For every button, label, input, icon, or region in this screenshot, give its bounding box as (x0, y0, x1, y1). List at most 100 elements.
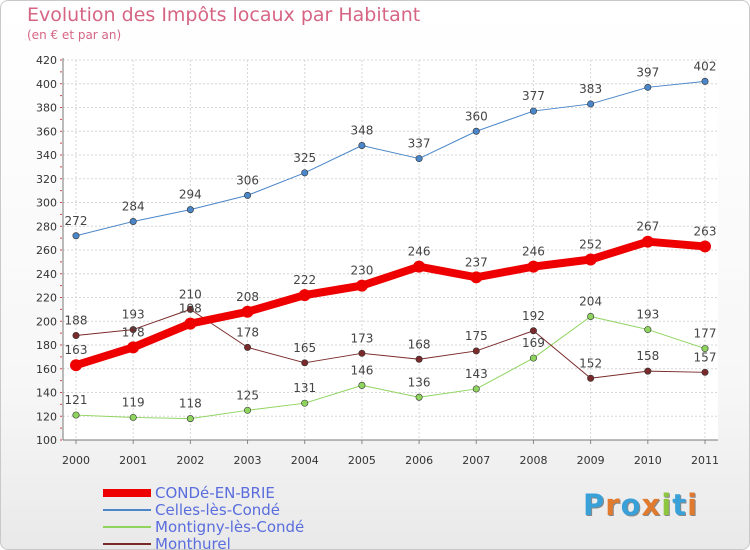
data-label-montigny-l-s-cond-: 193 (636, 308, 659, 322)
logo-letter: o (620, 488, 642, 522)
data-label-cond-en-brie: 222 (293, 273, 316, 287)
y-tick-label: 380 (36, 102, 57, 115)
legend-label-cond-en-brie: CONDé-EN-BRIE (155, 484, 275, 502)
y-axis: 100 120 140 160 180 200 220 240 260 280 300 320 340 3… (36, 54, 64, 447)
series-line-cond-en-brie (72, 237, 709, 370)
data-label-monthurel: 193 (122, 308, 145, 322)
series-point-monthurel (244, 343, 252, 351)
series-point-celles-l-s-cond- (301, 169, 309, 177)
data-label-cond-en-brie: 178 (122, 325, 145, 339)
series-point-celles-l-s-cond- (72, 232, 80, 240)
series-point-montigny-l-s-cond- (587, 312, 595, 320)
series-point-cond-en-brie (355, 279, 368, 292)
data-label-cond-en-brie: 263 (694, 224, 717, 238)
x-tick-label: 2011 (691, 454, 719, 467)
series-line-montigny-l-s-cond- (75, 316, 706, 420)
y-tick-label: 360 (36, 125, 57, 138)
data-label-montigny-l-s-cond-: 125 (236, 388, 259, 402)
logo-letter: r (605, 488, 621, 522)
series-point-montigny-l-s-cond- (186, 415, 194, 423)
series-point-celles-l-s-cond- (472, 127, 480, 135)
series-point-cond-en-brie (699, 240, 711, 253)
data-label-montigny-l-s-cond-: 169 (522, 336, 545, 350)
series-point-celles-l-s-cond- (644, 83, 652, 91)
data-label-monthurel: 168 (408, 337, 431, 351)
data-label-montigny-l-s-cond-: 121 (65, 393, 88, 407)
data-label-montigny-l-s-cond-: 177 (694, 327, 717, 341)
x-tick-label: 2009 (577, 454, 605, 467)
series-point-monthurel (644, 367, 652, 375)
data-label-celles-l-s-cond-: 272 (65, 214, 88, 228)
data-label-cond-en-brie: 267 (636, 220, 659, 234)
series-line-monthurel (75, 308, 706, 379)
data-label-montigny-l-s-cond-: 143 (465, 367, 488, 381)
data-label-montigny-l-s-cond-: 118 (179, 397, 202, 411)
series-point-celles-l-s-cond- (701, 77, 709, 85)
data-label-monthurel: 158 (636, 349, 659, 363)
data-label-montigny-l-s-cond-: 204 (579, 295, 602, 309)
series-point-monthurel (72, 331, 80, 339)
series-point-monthurel (358, 349, 366, 357)
series-point-celles-l-s-cond- (529, 107, 537, 115)
data-label-monthurel: 173 (350, 331, 373, 345)
data-label-cond-en-brie: 246 (522, 245, 545, 259)
series-point-monthurel (587, 374, 595, 382)
data-label-celles-l-s-cond-: 284 (122, 200, 145, 214)
proxiti-logo: Proxiti (583, 488, 698, 522)
y-tick-label: 200 (36, 315, 57, 328)
series-point-montigny-l-s-cond- (301, 399, 309, 407)
data-label-montigny-l-s-cond-: 136 (408, 375, 431, 389)
x-tick-label: 2010 (634, 454, 662, 467)
data-label-monthurel: 165 (293, 341, 316, 355)
legend-label-montigny-l-s-cond-: Montigny-lès-Condé (155, 518, 304, 536)
series-group (70, 77, 711, 423)
series-point-cond-en-brie (641, 235, 654, 248)
series-point-celles-l-s-cond- (244, 191, 252, 199)
series-point-montigny-l-s-cond- (701, 345, 709, 353)
series-point-montigny-l-s-cond- (129, 413, 137, 421)
series-point-montigny-l-s-cond- (415, 393, 423, 401)
series-point-celles-l-s-cond- (186, 206, 194, 214)
data-label-cond-en-brie: 246 (408, 245, 431, 259)
data-label-celles-l-s-cond-: 402 (694, 59, 717, 73)
series-point-celles-l-s-cond- (415, 155, 423, 163)
data-label-celles-l-s-cond-: 337 (408, 137, 431, 151)
data-label-monthurel: 157 (694, 350, 717, 364)
series-point-monthurel (129, 326, 137, 334)
data-label-cond-en-brie: 237 (465, 255, 488, 269)
series-point-cond-en-brie (184, 317, 197, 330)
y-tick-label: 180 (36, 339, 57, 352)
x-tick-label: 2007 (462, 454, 490, 467)
series-point-montigny-l-s-cond- (72, 411, 80, 419)
legend-label-celles-l-s-cond-: Celles-lès-Condé (155, 501, 280, 519)
logo-letter: x (641, 488, 662, 522)
data-label-celles-l-s-cond-: 348 (350, 124, 373, 138)
series-point-monthurel (415, 355, 423, 363)
y-tick-label: 240 (36, 268, 57, 281)
data-label-celles-l-s-cond-: 383 (579, 82, 602, 96)
series-point-monthurel (529, 327, 537, 335)
data-labels: 272 284 294 306 325 348 337 360 377 383 397 402 121 1… (65, 59, 717, 410)
series-point-cond-en-brie (413, 260, 426, 273)
data-label-montigny-l-s-cond-: 119 (122, 395, 145, 409)
series-point-cond-en-brie (127, 341, 140, 354)
series-point-monthurel (701, 368, 709, 376)
series-point-celles-l-s-cond- (358, 142, 366, 150)
data-label-cond-en-brie: 230 (350, 264, 373, 278)
data-label-monthurel: 188 (65, 314, 88, 328)
series-point-cond-en-brie (241, 305, 254, 318)
x-tick-label: 2003 (234, 454, 262, 467)
y-tick-label: 120 (36, 410, 57, 423)
series-point-montigny-l-s-cond- (244, 406, 252, 414)
data-label-celles-l-s-cond-: 360 (465, 109, 488, 123)
data-label-cond-en-brie: 163 (65, 343, 88, 357)
series-point-montigny-l-s-cond- (358, 381, 366, 389)
series-point-montigny-l-s-cond- (472, 385, 480, 393)
data-label-celles-l-s-cond-: 377 (522, 89, 545, 103)
series-point-cond-en-brie (70, 359, 82, 372)
chart-subtitle: (en € et par an) (27, 28, 122, 42)
x-tick-label: 2008 (519, 454, 547, 467)
x-tick-label: 2000 (62, 454, 90, 467)
data-label-celles-l-s-cond-: 294 (179, 188, 202, 202)
data-label-monthurel: 152 (579, 356, 602, 370)
